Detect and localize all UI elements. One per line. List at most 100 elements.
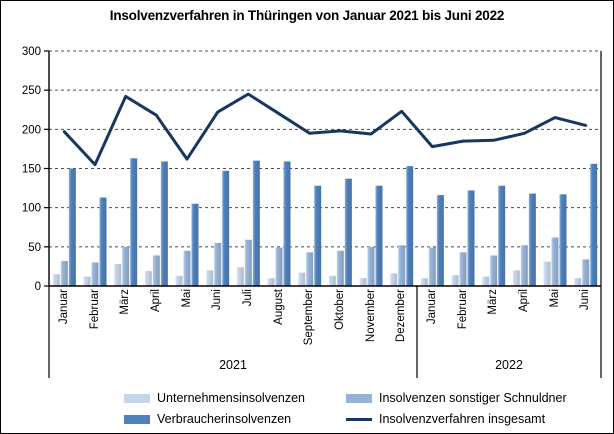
legend-item-sonstige-schuldner: Insolvenzen sonstiger Schnuldner [346, 390, 604, 406]
bar-2-März [130, 158, 138, 286]
bar-2-September [314, 185, 322, 286]
x-label-cell-10: November [356, 289, 387, 359]
bar-0-November [359, 278, 367, 286]
bar-2-August [283, 161, 291, 286]
x-label-cell-2: März [110, 289, 141, 359]
bar-1-Juni [582, 259, 590, 286]
x-label-cell-4: Mai [172, 289, 203, 359]
bar-0-September [298, 272, 306, 286]
x-label-8: September [303, 289, 316, 346]
bar-1-Mai [551, 237, 559, 286]
bar-1-April [152, 255, 160, 286]
bar-2-März [498, 185, 506, 286]
bar-0-Mai [543, 261, 551, 286]
legend-label-verbraucherinsolvenzen: Verbraucherinsolvenzen [157, 412, 292, 426]
x-label-17: Juni [579, 289, 592, 311]
x-label-14: März [487, 289, 500, 315]
bar-2-Januar [436, 195, 444, 286]
total-line [62, 92, 588, 167]
bar-1-März [490, 255, 498, 286]
bar-1-Januar [60, 260, 68, 286]
bar-0-Mai [175, 275, 183, 286]
x-label-13: Februar [456, 289, 469, 330]
bar-1-Juli [244, 239, 252, 286]
legend-label-unternehmensinsolvenzen: Unternehmensinsolvenzen [157, 391, 306, 405]
bar-2-April [160, 161, 168, 286]
bar-2-Dezember [406, 166, 414, 286]
x-label-cell-6: Juli [233, 289, 264, 359]
bar-1-November [367, 246, 375, 286]
bar-0-Juni [574, 278, 582, 286]
bar-2-Mai [559, 194, 567, 286]
x-label-cell-17: Juni [570, 289, 601, 359]
bar-1-Januar [428, 247, 436, 286]
y-tick-label-250: 250 [22, 85, 41, 97]
bar-1-April [520, 245, 528, 286]
bar-1-Oktober [336, 250, 344, 286]
bar-2-Juli [252, 160, 260, 286]
bar-2-Oktober [344, 178, 352, 286]
y-tick-label-0: 0 [35, 281, 41, 293]
x-label-11: Dezember [395, 289, 408, 343]
bar-1-März [122, 246, 130, 286]
legend-label-sonstige-schuldner: Insolvenzen sonstiger Schnuldner [379, 391, 567, 405]
y-tick-label-200: 200 [22, 124, 41, 136]
x-label-15: April [518, 289, 531, 313]
year-label-2021: 2021 [219, 358, 247, 372]
year-label-2022: 2022 [495, 358, 523, 372]
x-label-1: Februar [88, 289, 101, 330]
bar-0-Juni [206, 270, 214, 286]
bar-0-Januar [52, 274, 60, 286]
x-label-16: Mai [548, 289, 561, 308]
x-label-cell-9: Oktober [325, 289, 356, 359]
legend-swatch-sonstige-schuldner [346, 393, 372, 403]
x-label-cell-11: Dezember [386, 289, 417, 359]
bar-2-Juni [590, 163, 598, 286]
x-label-cell-7: August [264, 289, 295, 359]
bar-0-August [267, 278, 275, 286]
bar-1-September [306, 252, 314, 286]
bar-0-März [482, 276, 490, 286]
bar-1-August [275, 247, 283, 286]
x-label-cell-15: April [509, 289, 540, 359]
x-label-cell-13: Februar [448, 289, 479, 359]
legend-line-swatch-insgesamt [346, 417, 372, 421]
legend-swatch-verbraucherinsolvenzen [124, 414, 150, 424]
legend-label-insgesamt: Insolvenzverfahren insgesamt [379, 412, 546, 426]
x-label-cell-8: September [294, 289, 325, 359]
x-label-cell-14: März [478, 289, 509, 359]
x-label-cell-0: Januar [49, 289, 80, 359]
x-label-9: Oktober [334, 289, 347, 330]
bar-0-April [144, 271, 152, 286]
bar-0-Juli [236, 267, 244, 286]
y-tick-label-150: 150 [22, 164, 41, 176]
bar-2-Februar [99, 197, 107, 286]
x-label-cell-5: Juni [202, 289, 233, 359]
bar-1-Februar [459, 252, 467, 286]
bar-2-April [528, 193, 536, 286]
bar-1-Februar [91, 262, 99, 286]
y-tick-label-300: 300 [22, 46, 41, 58]
legend-item-insgesamt: Insolvenzverfahren insgesamt [346, 411, 604, 427]
x-label-12: Januar [426, 289, 439, 325]
bar-1-Juni [214, 242, 222, 286]
x-label-cell-1: Februar [80, 289, 111, 359]
bar-2-Juni [222, 170, 230, 286]
x-label-10: November [364, 289, 377, 343]
x-label-7: August [272, 289, 285, 325]
chart-title: Insolvenzverfahren in Thüringen von Janu… [109, 8, 505, 23]
bar-1-Mai [183, 250, 191, 286]
x-label-2: März [119, 289, 132, 315]
bar-0-Januar [420, 278, 428, 286]
x-label-0: Januar [58, 289, 71, 325]
legend-item-unternehmensinsolvenzen: Unternehmensinsolvenzen [124, 390, 346, 406]
x-axis-labels: Januar Februar März April Mai Juni Juli August S… [49, 289, 601, 359]
bar-2-November [375, 185, 383, 286]
bar-0-Oktober [328, 275, 336, 286]
x-label-5: Juni [211, 289, 224, 311]
x-label-3: April [150, 289, 163, 313]
bar-0-Dezember [390, 273, 398, 286]
x-label-cell-12: Januar [417, 289, 448, 359]
